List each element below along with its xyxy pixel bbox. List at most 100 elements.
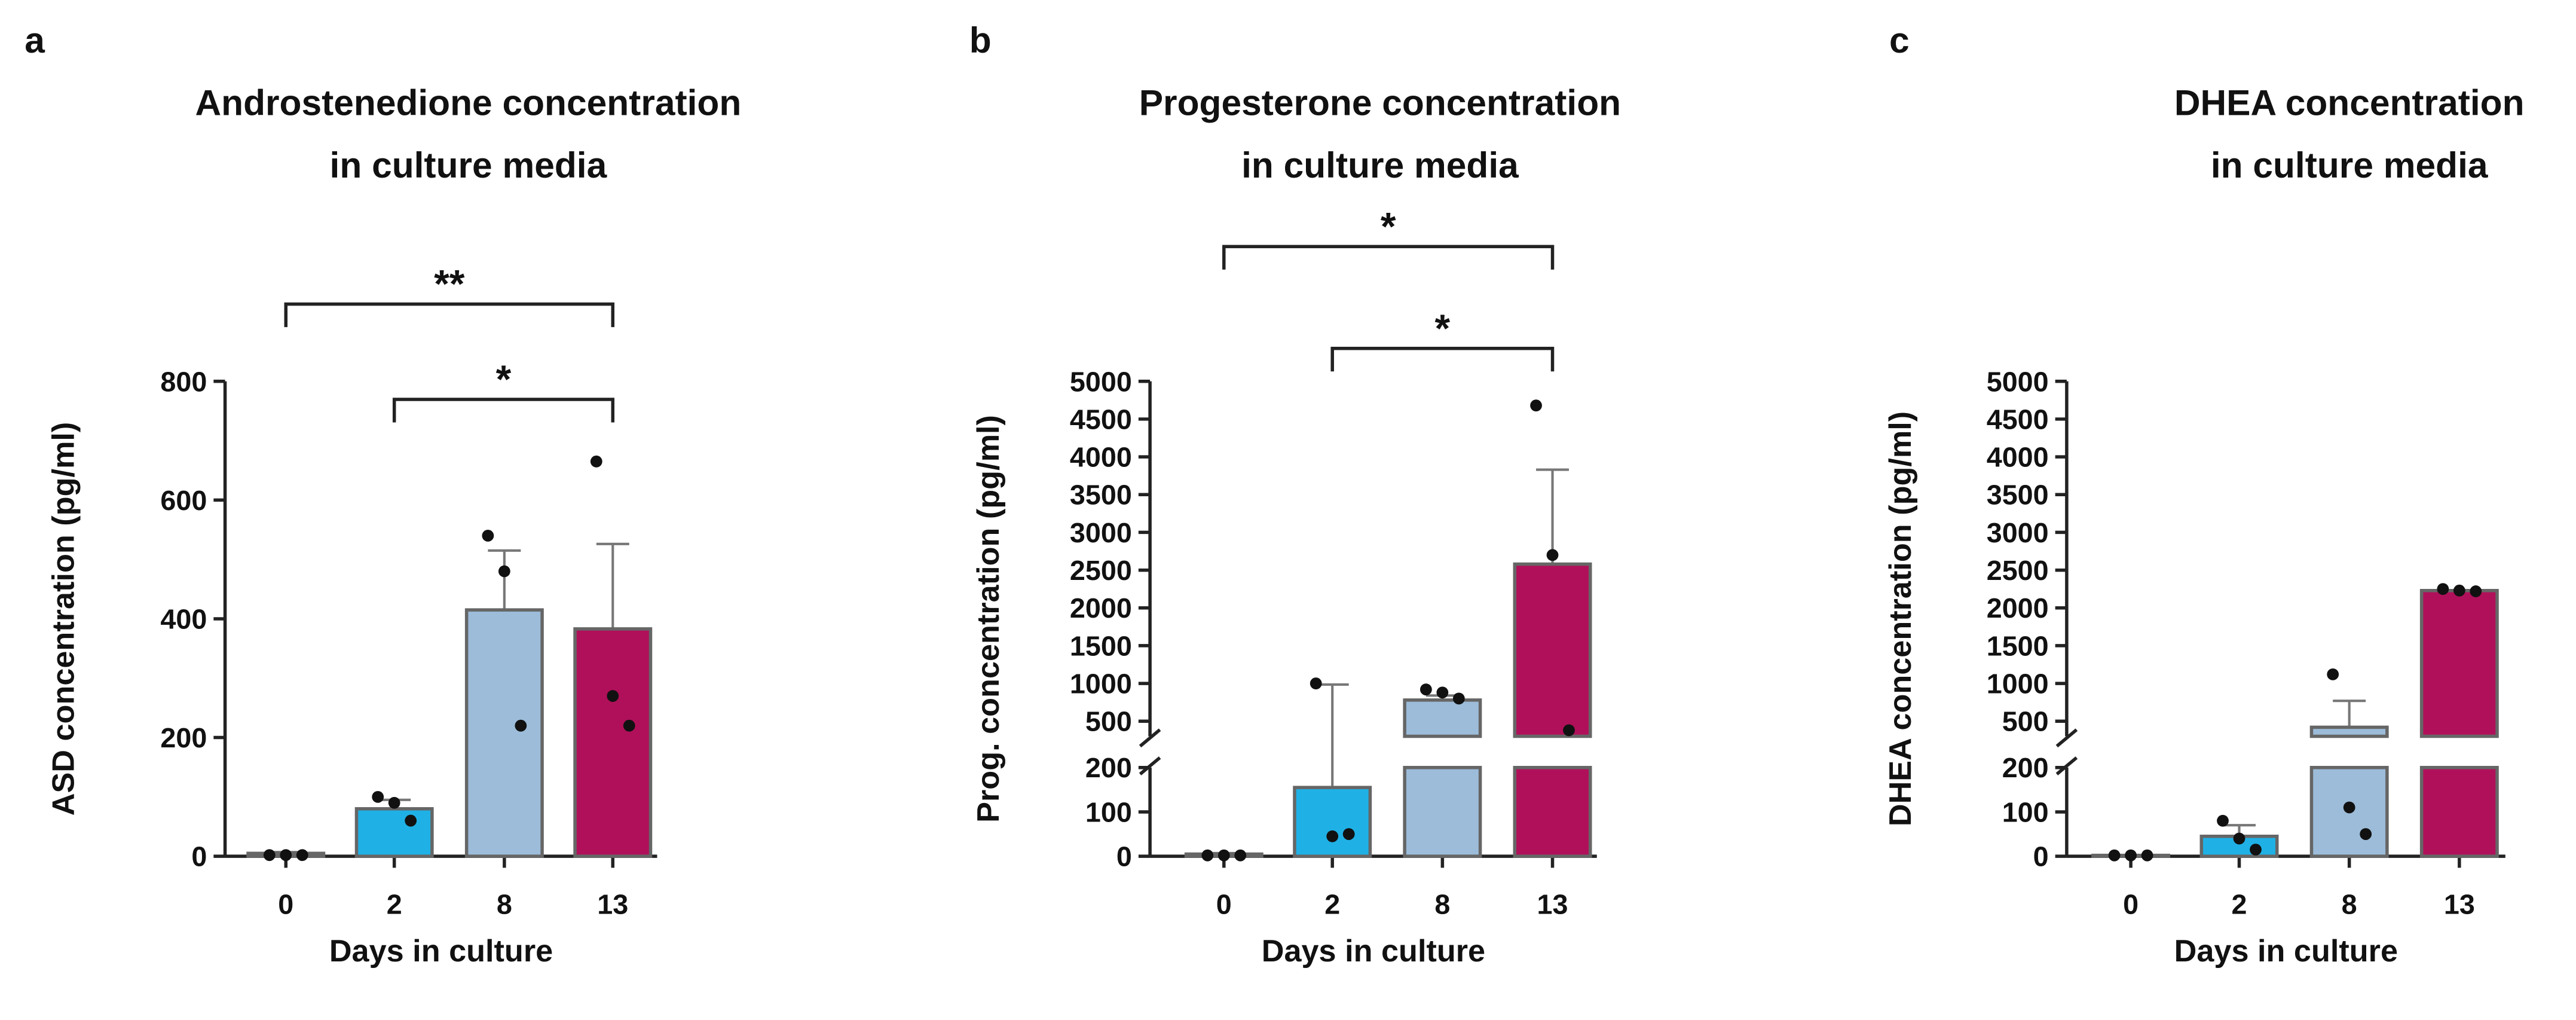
- bar: [1293, 786, 1372, 858]
- y-axis-label: DHEA concentration (pg/ml): [1883, 411, 1918, 826]
- chart-title: in culture media: [2211, 145, 2489, 185]
- data-point: [405, 814, 417, 827]
- data-point: [2108, 849, 2121, 862]
- chart-title: in culture media: [1241, 145, 1519, 185]
- significance-label: **: [434, 262, 465, 306]
- y-tick-label: 100: [1085, 796, 1132, 827]
- panel-label: c: [1889, 20, 1910, 60]
- x-tick-label: 13: [1537, 888, 1568, 920]
- x-tick-label: 8: [2342, 888, 2357, 920]
- data-point: [1217, 849, 1230, 862]
- data-point: [1201, 849, 1214, 862]
- significance-bracket: [1330, 347, 1555, 372]
- y-tick-label: 4000: [1987, 442, 2049, 473]
- data-point: [388, 796, 400, 809]
- y-tick-label: 0: [1116, 841, 1132, 872]
- y-tick-label: 4500: [1987, 404, 2049, 435]
- chart-title: Androstenedione concentration: [195, 82, 741, 123]
- y-tick-label: 3500: [1070, 480, 1132, 511]
- panel-label: b: [969, 20, 992, 60]
- y-tick-label: 800: [160, 366, 207, 397]
- data-point: [2250, 844, 2262, 856]
- data-point: [1530, 399, 1542, 412]
- data-point: [1234, 849, 1247, 862]
- x-tick-label: 13: [597, 888, 628, 920]
- x-tick-label: 2: [2232, 888, 2247, 920]
- significance-label: *: [1435, 306, 1451, 350]
- x-tick-label: 13: [2444, 888, 2475, 920]
- y-tick-label: 1000: [1987, 668, 2049, 700]
- data-point: [1419, 683, 1432, 696]
- data-point: [1452, 692, 1465, 705]
- data-point: [1546, 549, 1559, 561]
- y-tick-label: 3500: [1987, 480, 2049, 511]
- x-tick-label: 0: [1216, 888, 1232, 920]
- y-tick-label: 2500: [1070, 555, 1132, 586]
- y-tick-label: 600: [160, 485, 207, 516]
- data-point: [2453, 584, 2465, 597]
- data-point: [2360, 828, 2372, 840]
- y-tick-label: 1500: [1070, 630, 1132, 661]
- bar: [464, 608, 544, 858]
- y-tick-label: 100: [2002, 796, 2049, 827]
- y-axis-label: ASD concentration (pg/ml): [47, 422, 81, 816]
- data-point: [498, 565, 510, 578]
- x-tick-label: 8: [497, 888, 512, 920]
- data-point: [280, 849, 292, 862]
- y-tick-label: 1500: [1987, 630, 2049, 661]
- y-tick-label: 200: [1085, 752, 1132, 783]
- significance-label: *: [1381, 204, 1396, 248]
- x-axis-label: Days in culture: [1262, 934, 1485, 969]
- data-point: [296, 849, 308, 862]
- axis-break: [1139, 728, 1161, 748]
- significance-bracket: [392, 398, 615, 423]
- data-point: [2125, 849, 2137, 862]
- y-tick-label: 2000: [1987, 593, 2049, 624]
- x-axis-label: Days in culture: [329, 934, 553, 969]
- data-point: [263, 849, 276, 862]
- data-point: [2141, 849, 2153, 862]
- data-point: [623, 719, 635, 732]
- data-point: [1342, 828, 1355, 840]
- data-point: [482, 530, 494, 542]
- y-tick-label: 0: [2033, 841, 2049, 872]
- significance-label: *: [496, 357, 512, 401]
- bar: [1403, 698, 1482, 858]
- chart-title: DHEA concentration: [2174, 82, 2525, 123]
- y-tick-label: 400: [160, 603, 207, 634]
- y-tick-label: 2500: [1987, 555, 2049, 586]
- data-point: [607, 690, 619, 702]
- axis-break: [2055, 728, 2078, 748]
- y-tick-label: 3000: [1070, 517, 1132, 548]
- data-point: [1563, 724, 1575, 737]
- x-axis-label: Days in culture: [2174, 934, 2398, 969]
- y-axis-label: Prog. concentration (pg/ml): [971, 415, 1006, 823]
- data-point: [590, 455, 602, 468]
- x-tick-label: 0: [2123, 888, 2138, 920]
- y-tick-label: 0: [191, 841, 207, 872]
- significance-bracket: [284, 302, 615, 328]
- bar: [573, 627, 653, 858]
- y-tick-label: 200: [2002, 752, 2049, 783]
- significance-bracket: [1222, 245, 1555, 270]
- data-point: [1310, 677, 1322, 689]
- data-point: [1436, 686, 1449, 699]
- x-tick-label: 2: [387, 888, 402, 920]
- data-point: [2327, 668, 2339, 680]
- bar: [2419, 588, 2499, 858]
- data-point: [2437, 583, 2449, 595]
- data-point: [2217, 814, 2229, 827]
- bar: [2309, 725, 2389, 858]
- data-point: [2470, 585, 2482, 597]
- y-tick-label: 500: [2002, 706, 2049, 737]
- panel-label: a: [25, 20, 45, 60]
- data-point: [515, 719, 527, 732]
- y-tick-label: 3000: [1987, 517, 2049, 548]
- y-tick-label: 2000: [1070, 593, 1132, 624]
- y-tick-label: 4000: [1070, 442, 1132, 473]
- y-tick-label: 200: [160, 722, 207, 753]
- y-tick-label: 500: [1085, 706, 1132, 737]
- x-tick-label: 2: [1324, 888, 1340, 920]
